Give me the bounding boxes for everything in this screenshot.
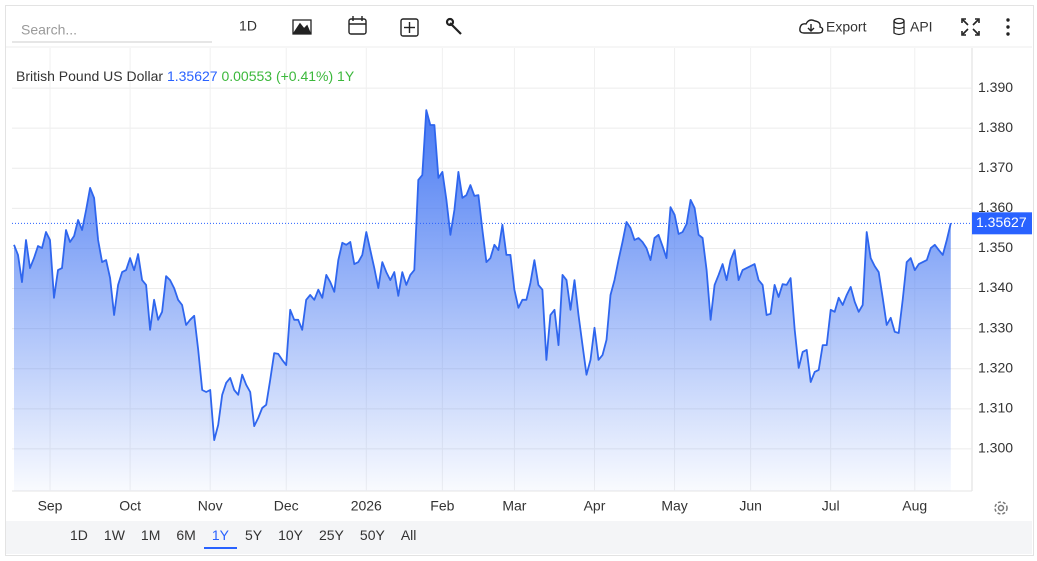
search-box[interactable]: Search... [21, 22, 77, 38]
x-tick-label: Feb [430, 498, 454, 514]
y-tick-label: 1.300 [978, 440, 1013, 456]
chart-title: British Pound US Dollar [16, 68, 163, 84]
range-button[interactable]: 1W [103, 527, 125, 543]
range-button[interactable]: 10Y [278, 527, 303, 543]
area [14, 110, 951, 491]
y-tick-label: 1.320 [978, 359, 1013, 375]
x-tick-label: Mar [502, 498, 526, 514]
range-button[interactable]: 25Y [318, 527, 344, 543]
chart-header: British Pound US Dollar 1.35627 0.00553 … [16, 68, 355, 84]
range-button[interactable]: 6M [176, 527, 196, 543]
x-tick-label: 2026 [351, 498, 382, 514]
change: 0.00553 [221, 68, 272, 84]
x-tick-label: Apr [584, 498, 606, 514]
last-price-box [972, 212, 1032, 235]
y-tick-label: 1.390 [978, 79, 1013, 95]
y-tick-label: 1.310 [978, 400, 1013, 416]
range-button[interactable]: 1D [70, 527, 88, 543]
range-button[interactable]: All [400, 527, 417, 543]
api-icon[interactable] [893, 17, 905, 36]
export-button[interactable]: Export [826, 19, 867, 35]
last-price: 1.35627 [167, 68, 218, 84]
export-icon[interactable] [799, 19, 824, 34]
y-tick-label: 1.330 [978, 319, 1013, 335]
fullscreen-icon[interactable] [961, 18, 980, 36]
x-tick-label: Sep [38, 498, 63, 514]
compare-icon[interactable] [400, 18, 419, 37]
calendar-icon[interactable] [348, 16, 367, 35]
change-percent: (+0.41%) [276, 68, 333, 84]
x-tick-label: Nov [198, 498, 223, 514]
x-tick-label: Aug [902, 498, 927, 514]
y-tick-label: 1.340 [978, 279, 1013, 295]
menu-icon[interactable] [1006, 18, 1010, 36]
x-tick-label: Jun [739, 498, 762, 514]
api-button[interactable]: API [910, 19, 933, 35]
x-tick-label: Oct [119, 498, 141, 514]
y-tick-label: 1.360 [978, 199, 1013, 215]
widget [5, 5, 1034, 556]
range-button[interactable]: 1M [140, 527, 161, 543]
last-price-label: 1.35627 [976, 214, 1027, 230]
y-tick-label: 1.370 [978, 159, 1013, 175]
gear-icon[interactable] [994, 501, 1008, 515]
settings-tool-icon[interactable] [445, 17, 462, 35]
x-tick-label: Jul [822, 498, 840, 514]
range-button[interactable]: 5Y [244, 527, 263, 543]
y-tick-label: 1.350 [978, 239, 1013, 255]
period: 1Y [337, 68, 355, 84]
plot [12, 109, 972, 491]
range-button[interactable]: 50Y [359, 527, 385, 543]
range-buttons: 1D 1W 1M 6M 1Y 5Y 10Y 25Y 50Y All [62, 522, 424, 549]
line [13, 109, 952, 441]
x-tick-label: Dec [274, 498, 299, 514]
range-button[interactable]: 1Y [203, 522, 237, 549]
interval-button[interactable]: 1D [239, 18, 257, 34]
x-tick-label: May [661, 498, 687, 514]
range-bar [6, 521, 1032, 554]
chart-type-icon[interactable] [292, 19, 312, 35]
y-tick-label: 1.380 [978, 119, 1013, 135]
